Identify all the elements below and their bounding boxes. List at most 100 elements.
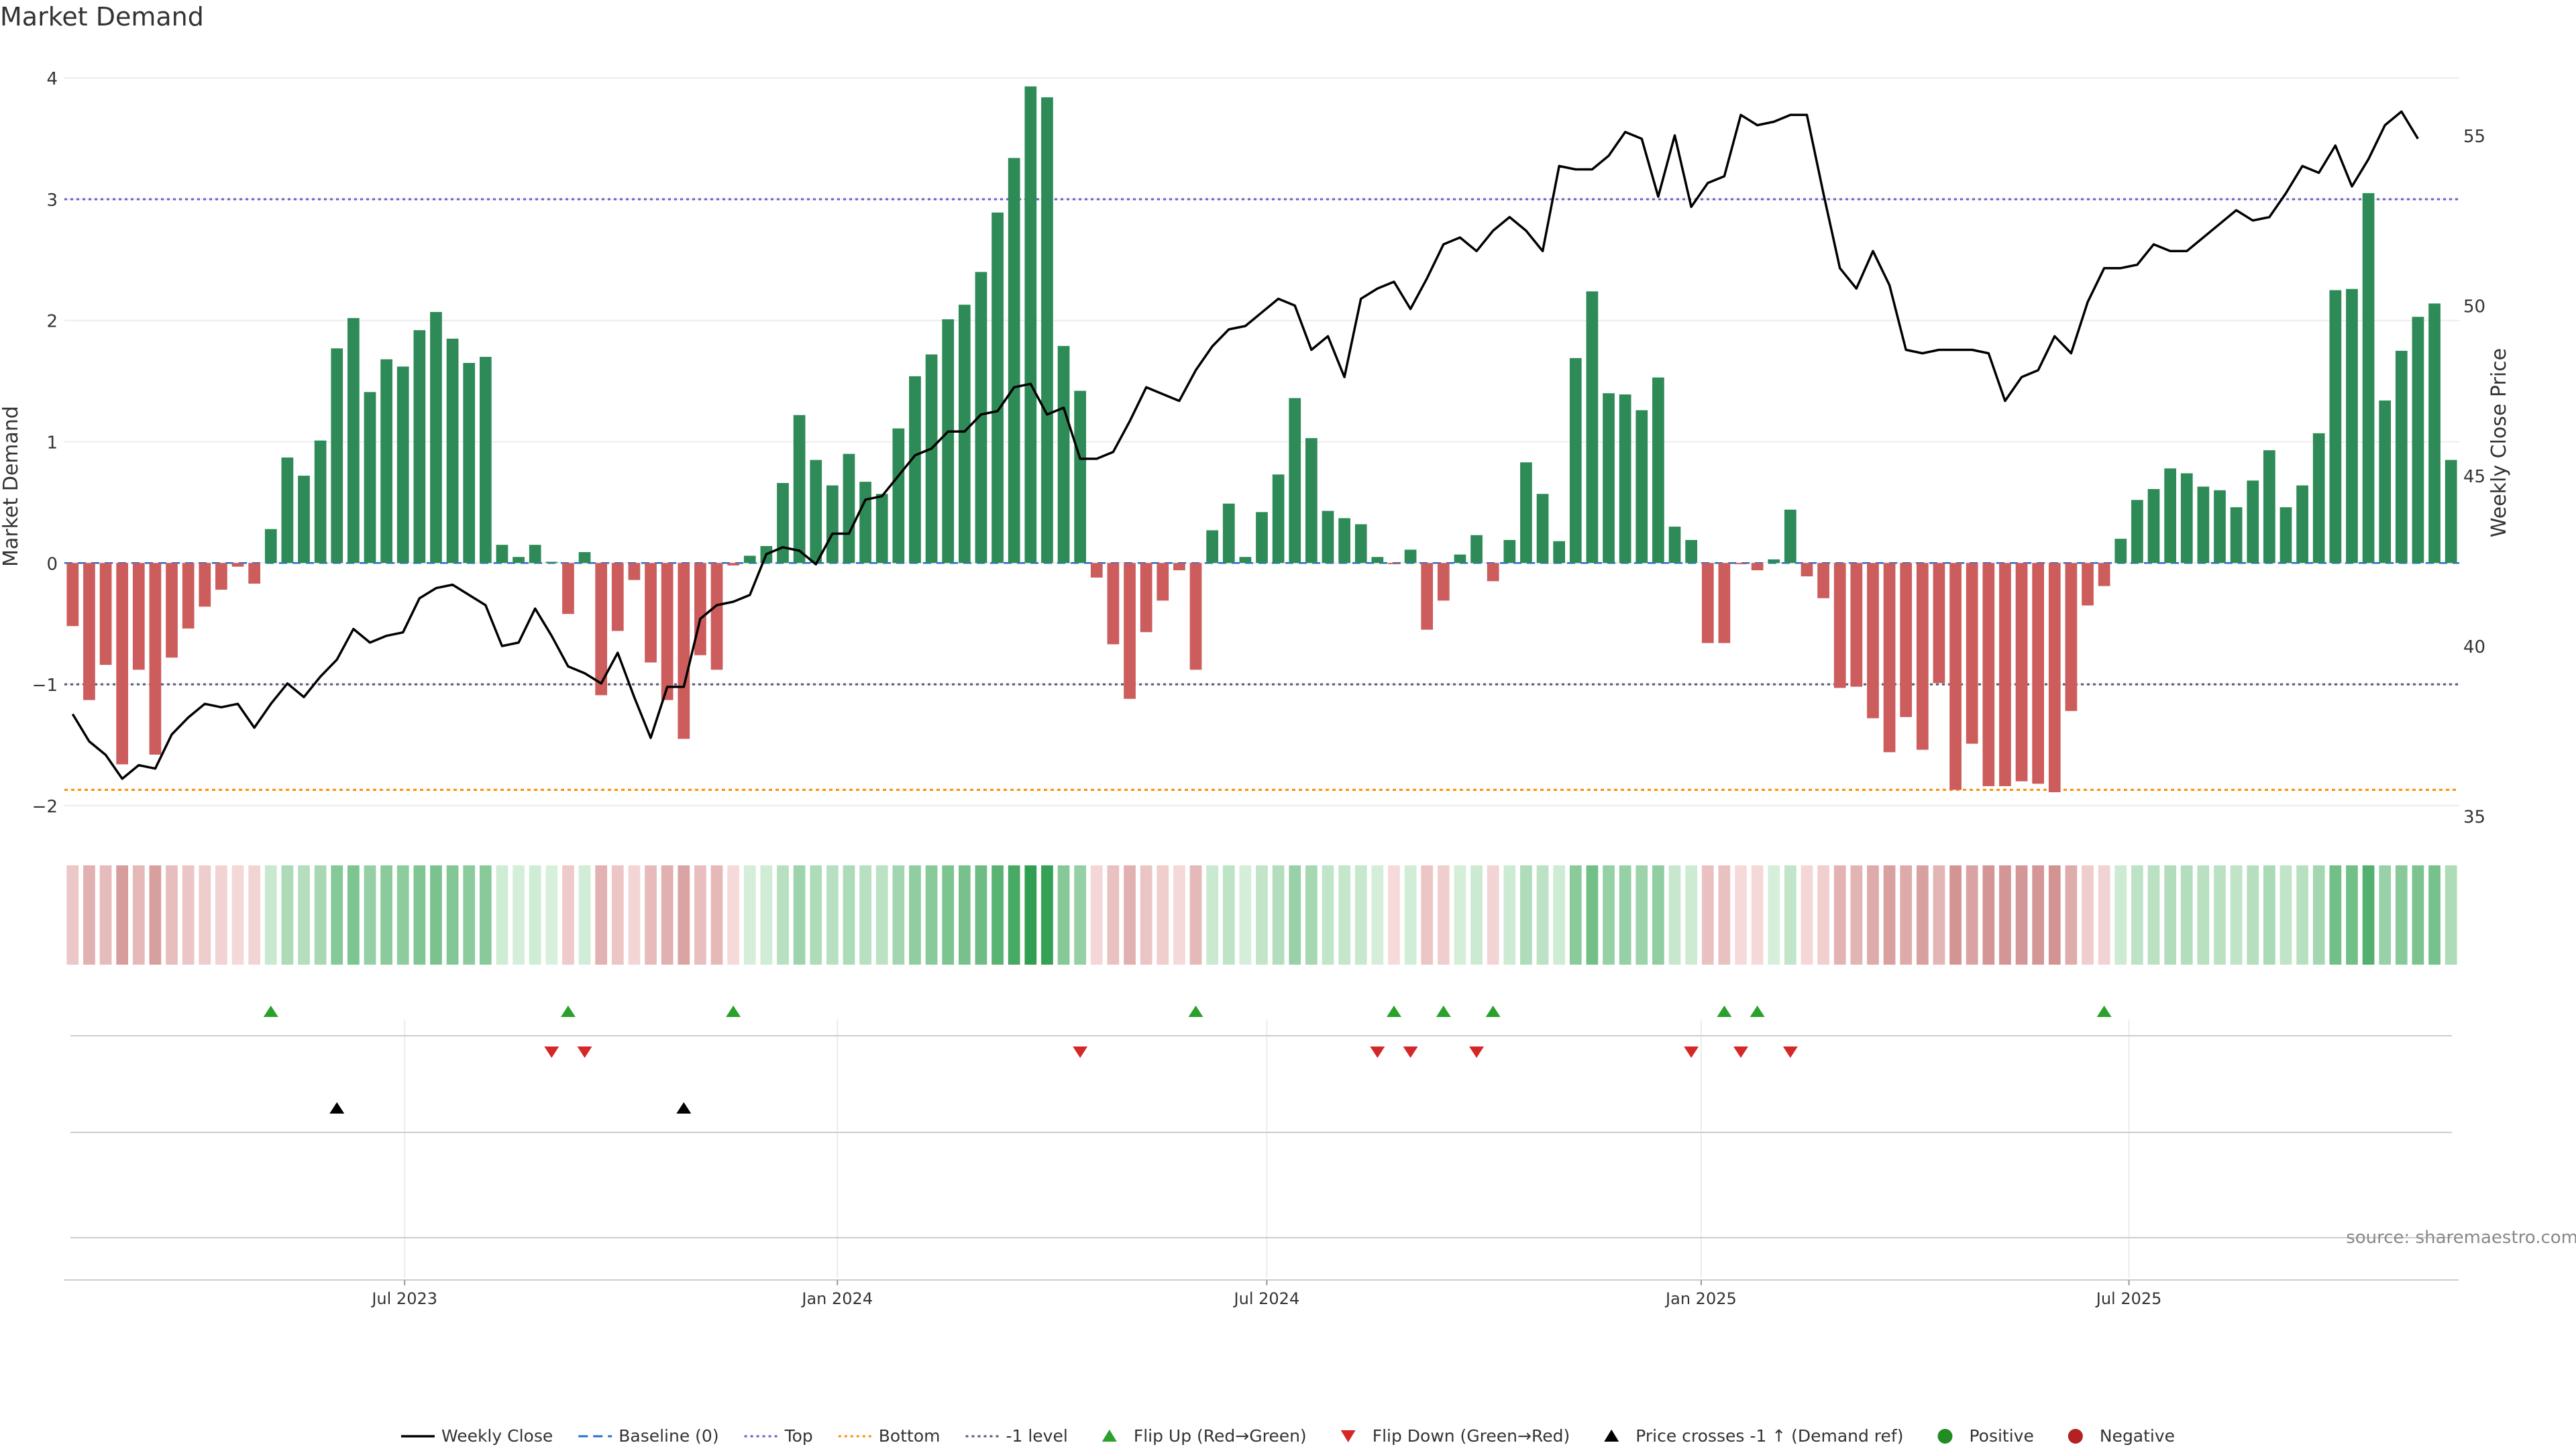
heat-cell [611, 865, 624, 965]
heat-cell [2296, 865, 2308, 965]
heat-cell [1008, 865, 1020, 965]
heat-cell [1619, 865, 1631, 965]
demand-bar [1982, 563, 1995, 786]
y-tick-label: 1 [46, 433, 58, 453]
x-axis-tick-labels: Jul 2023 Jan 2024 Jul 2024 Jan 2025 Jul 2025 [370, 1280, 2161, 1308]
heat-cell [166, 865, 178, 965]
heat-cell [1354, 865, 1367, 965]
heat-cell [1569, 865, 1582, 965]
heat-cell [628, 865, 641, 965]
heat-cell [149, 865, 162, 965]
demand-bar [199, 563, 211, 607]
heat-cell [1867, 865, 1879, 965]
demand-bar [1470, 535, 1483, 564]
heat-cell [2015, 865, 2028, 965]
demand-bar [231, 563, 244, 567]
heat-cell [1124, 865, 1136, 965]
demand-bar [364, 392, 376, 564]
heat-cell [248, 865, 261, 965]
demand-bar [743, 555, 756, 564]
heat-cell [1668, 865, 1681, 965]
heat-cell [810, 865, 822, 965]
heat-cell [1239, 865, 1252, 965]
demand-bar [2065, 563, 2078, 711]
demand-bar [66, 563, 79, 627]
heat-cell [1883, 865, 1896, 965]
heat-cell [1784, 865, 1796, 965]
demand-bar [810, 460, 822, 564]
heat-cell [1503, 865, 1516, 965]
heat-cell [1685, 865, 1698, 965]
demand-bar [975, 272, 987, 564]
legend-item: -1 level [965, 1426, 1068, 1446]
heat-cell [496, 865, 508, 965]
heat-cell [215, 865, 227, 965]
heat-cell [1900, 865, 1913, 965]
heat-cell [2312, 865, 2325, 965]
heat-cell [1074, 865, 1087, 965]
heat-cell [231, 865, 244, 965]
flip-up-markers [263, 1006, 2112, 1017]
heat-cell [1322, 865, 1334, 965]
heat-cell [1470, 865, 1483, 965]
demand-bar [2263, 450, 2275, 564]
heat-cell [2164, 865, 2177, 965]
heat-cell [1338, 865, 1350, 965]
demand-bar [2098, 563, 2110, 586]
heat-cell [678, 865, 690, 965]
heat-cell [513, 865, 525, 965]
demand-bar [1338, 518, 1350, 564]
demand-bar [777, 482, 789, 564]
y-tick-label: 0 [46, 554, 58, 574]
demand-bar [1454, 554, 1466, 564]
heat-cell [1833, 865, 1846, 965]
heat-cell [413, 865, 426, 965]
heat-cell [991, 865, 1004, 965]
demand-bar [1074, 390, 1087, 564]
heat-cell [909, 865, 921, 965]
demand-bar [116, 563, 129, 765]
legend-label: Bottom [879, 1426, 941, 1446]
heat-cell [975, 865, 987, 965]
flip-down-marker [577, 1046, 592, 1058]
demand-bar [1503, 539, 1516, 564]
heat-cell [1421, 865, 1434, 965]
y-tick-label: 2 [46, 312, 58, 332]
legend-item: Flip Up (Red→Green) [1102, 1426, 1307, 1446]
demand-bar [925, 354, 938, 564]
heat-cell [1751, 865, 1764, 965]
demand-bar [843, 453, 855, 564]
demand-bar [1553, 541, 1566, 564]
demand-bar [1041, 97, 1053, 564]
heat-cell [1536, 865, 1549, 965]
heat-cell [1603, 865, 1615, 965]
heat-cell [2279, 865, 2292, 965]
heat-cell [2065, 865, 2078, 965]
heat-cell [2230, 865, 2243, 965]
heat-cell [2247, 865, 2259, 965]
heat-cell [1041, 865, 1053, 965]
heat-cell [645, 865, 657, 965]
heat-cell [2412, 865, 2424, 965]
legend-triangle-down-icon [1340, 1430, 1356, 1442]
heat-cell [2180, 865, 2193, 965]
demand-bar [1206, 530, 1219, 564]
heat-cell [2197, 865, 2210, 965]
demand-bar [430, 312, 442, 564]
demand-bar [1916, 563, 1929, 750]
heat-cell [446, 865, 459, 965]
demand-bar [1999, 563, 2011, 786]
flip-down-marker [1370, 1046, 1385, 1058]
demand-bar [1784, 509, 1796, 564]
demand-bar [1124, 563, 1136, 699]
heat-cell [1933, 865, 1945, 965]
flip-up-marker [1436, 1006, 1451, 1017]
demand-bar [1668, 527, 1681, 564]
heat-cell [2082, 865, 2094, 965]
heat-cell [2032, 865, 2045, 965]
heat-cell [1305, 865, 1318, 965]
flip-down-marker [1684, 1046, 1699, 1058]
heat-cell [1487, 865, 1499, 965]
demand-bar [1222, 503, 1235, 564]
demand-bar [1354, 524, 1367, 564]
